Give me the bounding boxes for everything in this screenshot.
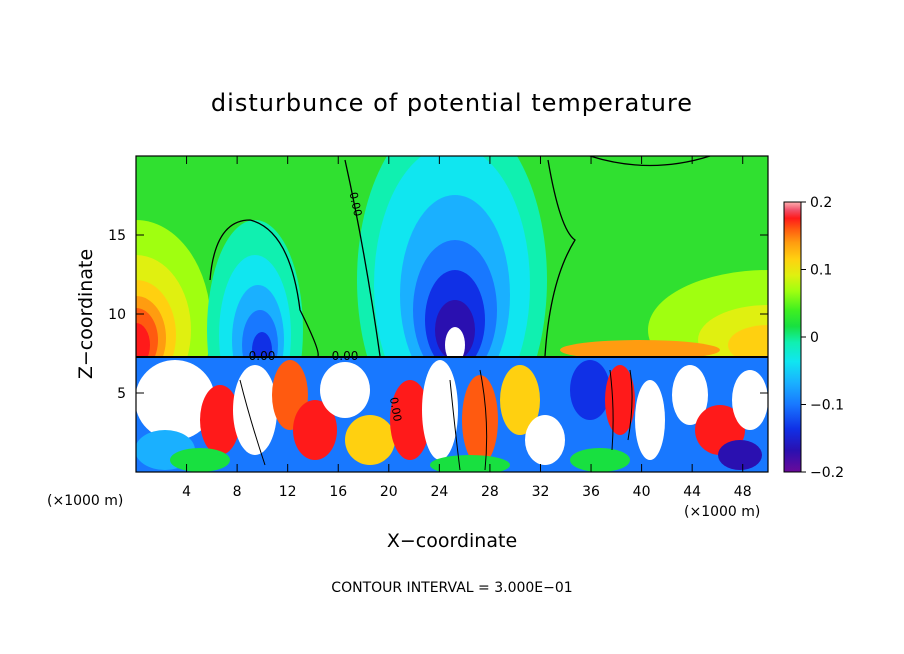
contour-label: 0.00: [387, 396, 404, 422]
x-unit-label-right: (×1000 m): [684, 504, 760, 520]
y-axis: 5 10 15: [108, 228, 768, 402]
x-tick-label: 24: [430, 484, 448, 500]
chart-title: disturbunce of potential temperature: [211, 89, 693, 117]
x-axis: 4 8 12 16 20 24 28 32 36 40 44 48: [182, 156, 752, 500]
x-tick-label: 12: [279, 484, 297, 500]
contour-label: 0.00: [347, 191, 365, 218]
contour-interval-note: CONTOUR INTERVAL = 3.000E−01: [331, 580, 572, 596]
y-tick-label: 15: [108, 228, 126, 244]
x-tick-label: 48: [734, 484, 752, 500]
heatmap-field: [136, 156, 768, 472]
x-tick-label: 20: [380, 484, 398, 500]
colorbar-axis: 0.2 0.1 0 −0.1 −0.2: [801, 195, 844, 481]
y-tick-label: 5: [117, 386, 126, 402]
x-axis-label: X−coordinate: [387, 530, 517, 552]
colorbar-tick-label: 0: [810, 330, 819, 346]
x-tick-label: 16: [329, 484, 347, 500]
x-tick-label: 40: [633, 484, 651, 500]
colorbar: [783, 201, 802, 473]
x-tick-label: 36: [582, 484, 600, 500]
y-tick-label: 10: [108, 307, 126, 323]
colorbar-tick-label: 0.2: [810, 195, 832, 211]
y-axis-label: Z−coordinate: [75, 249, 97, 379]
colorbar-tick-label: −0.2: [810, 465, 844, 481]
x-tick-label: 28: [481, 484, 499, 500]
x-tick-label: 44: [683, 484, 701, 500]
colorbar-tick-label: −0.1: [810, 398, 844, 414]
colorbar-tick-label: 0.1: [810, 263, 832, 279]
x-tick-label: 8: [233, 484, 242, 500]
contour-label: 0.00: [332, 349, 359, 363]
x-tick-label: 4: [182, 484, 191, 500]
x-unit-label-left: (×1000 m): [47, 493, 123, 509]
contour-label: 0.00: [249, 349, 276, 363]
x-tick-label: 32: [532, 484, 550, 500]
